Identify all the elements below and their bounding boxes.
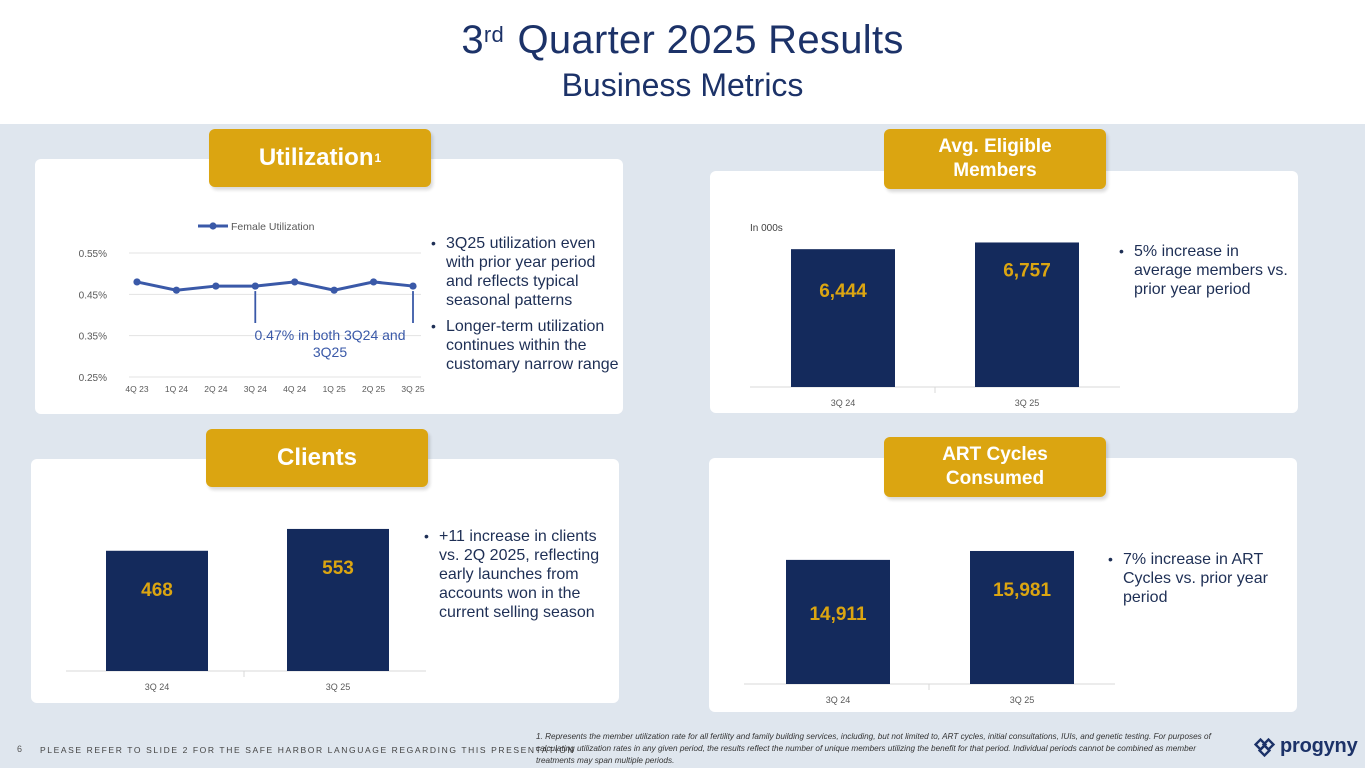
data-point — [212, 282, 220, 290]
x-tick-label: 3Q 25 — [401, 384, 424, 394]
utilization-bullets: 3Q25 utilization even with prior year pe… — [431, 234, 621, 381]
x-tick-label: 1Q 25 — [323, 384, 346, 394]
x-tick-label: 3Q 25 — [1015, 398, 1040, 408]
art-bullet: 7% increase in ART Cycles vs. prior year… — [1108, 550, 1288, 607]
bar-value-label: 14,911 — [809, 604, 866, 625]
members-bullet: 5% increase in average members vs. prior… — [1119, 242, 1294, 299]
bar-value-label: 15,981 — [993, 580, 1052, 601]
x-tick-label: 3Q 24 — [244, 384, 267, 394]
units-label: In 000s — [750, 223, 783, 234]
utilization-badge-label: Utilization — [258, 144, 374, 171]
clients-chart: 468 3Q 24 553 3Q 25 — [66, 528, 426, 692]
bar — [791, 249, 895, 387]
clients-badge: Clients — [206, 429, 428, 487]
title-text: Quarter 2025 Results — [517, 18, 904, 62]
art-badge: ART Cycles Consumed — [884, 437, 1106, 497]
members-chart: In 000s 6,444 3Q 24 6,757 3Q 25 — [750, 223, 1120, 408]
footnote: 1. Represents the member utilization rat… — [536, 732, 1211, 765]
data-point — [251, 282, 259, 290]
bar-value-label: 468 — [141, 580, 173, 601]
x-tick-label: 2Q 25 — [362, 384, 385, 394]
x-tick-label: 3Q 24 — [831, 398, 856, 408]
safe-harbor-note: PLEASE REFER TO SLIDE 2 FOR THE SAFE HAR… — [40, 745, 576, 755]
bar-value-label: 553 — [322, 558, 354, 579]
x-tick-label: 4Q 23 — [125, 384, 148, 394]
bar-value-label: 6,757 — [1003, 260, 1051, 281]
x-tick-label: 1Q 24 — [165, 384, 188, 394]
utilization-bullet: Longer-term utilization continues within… — [431, 317, 621, 374]
bar — [975, 242, 1079, 387]
legend-label: Female Utilization — [231, 221, 315, 233]
bar — [287, 528, 389, 671]
members-bullets: 5% increase in average members vs. prior… — [1119, 242, 1294, 306]
utilization-chart: 0.55% 0.45% 0.35% 0.25% 4Q 23 1Q 24 2Q 24 3Q 24… — [79, 221, 425, 394]
progyny-logo: progyny — [1254, 734, 1358, 758]
utilization-badge: Utilization 1 — [209, 129, 431, 187]
header: 3rd Quarter 2025 Results Business Metric… — [0, 0, 1365, 124]
members-badge-label: Avg. Eligible Members — [938, 136, 1052, 181]
bar-value-label: 6,444 — [819, 281, 867, 302]
data-point — [369, 278, 378, 286]
page-number: 6 — [17, 744, 23, 754]
members-badge: Avg. Eligible Members — [884, 129, 1106, 189]
bar — [786, 559, 890, 684]
data-point — [409, 282, 417, 290]
annotation-text: 3Q25 — [313, 344, 347, 360]
annotation-text: 0.47% in both 3Q24 and — [254, 327, 405, 343]
bar — [970, 550, 1074, 684]
x-tick-label: 3Q 25 — [1010, 695, 1035, 705]
progyny-logo-icon — [1254, 737, 1276, 758]
legend-marker — [209, 222, 217, 230]
clients-bullet: +11 increase in clients vs. 2Q 2025, ref… — [424, 527, 612, 622]
art-badge-label: ART Cycles Consumed — [942, 444, 1048, 489]
title-ordinal: 3 — [461, 18, 484, 62]
data-point — [172, 286, 181, 294]
logo-text: progyny — [1280, 734, 1358, 757]
series-line-female-utilization — [136, 280, 414, 292]
x-tick-label: 3Q 25 — [326, 682, 351, 692]
x-tick-label: 4Q 24 — [283, 384, 306, 394]
data-point — [330, 286, 338, 294]
art-chart: 14,911 3Q 24 15,981 3Q 25 — [744, 550, 1115, 705]
y-tick-label: 0.55% — [79, 249, 107, 260]
title-superscript: rd — [483, 22, 505, 47]
bar — [106, 550, 208, 671]
utilization-bullet: 3Q25 utilization even with prior year pe… — [431, 234, 621, 310]
utilization-footnote-marker: 1 — [374, 151, 382, 165]
x-tick-label: 2Q 24 — [204, 384, 227, 394]
y-tick-label: 0.45% — [79, 290, 107, 301]
y-tick-label: 0.25% — [79, 373, 107, 384]
page-subtitle: Business Metrics — [561, 67, 804, 103]
data-point — [291, 278, 299, 286]
clients-bullets: +11 increase in clients vs. 2Q 2025, ref… — [424, 527, 612, 629]
y-tick-label: 0.35% — [79, 332, 107, 343]
page-title: 3rd Quarter 2025 Results — [0, 18, 1365, 63]
data-point — [133, 278, 141, 286]
art-bullets: 7% increase in ART Cycles vs. prior year… — [1108, 550, 1288, 614]
clients-badge-label: Clients — [276, 444, 357, 471]
x-tick-label: 3Q 24 — [826, 695, 851, 705]
x-tick-label: 3Q 24 — [145, 682, 170, 692]
